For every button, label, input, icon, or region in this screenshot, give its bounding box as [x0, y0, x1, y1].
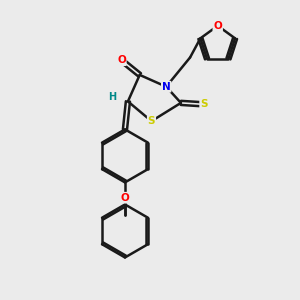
- Text: S: S: [148, 116, 155, 126]
- Text: N: N: [162, 82, 171, 92]
- Text: O: O: [121, 193, 129, 203]
- Text: O: O: [117, 55, 126, 65]
- Text: H: H: [108, 92, 116, 102]
- Text: S: S: [200, 99, 208, 110]
- Text: O: O: [213, 21, 222, 31]
